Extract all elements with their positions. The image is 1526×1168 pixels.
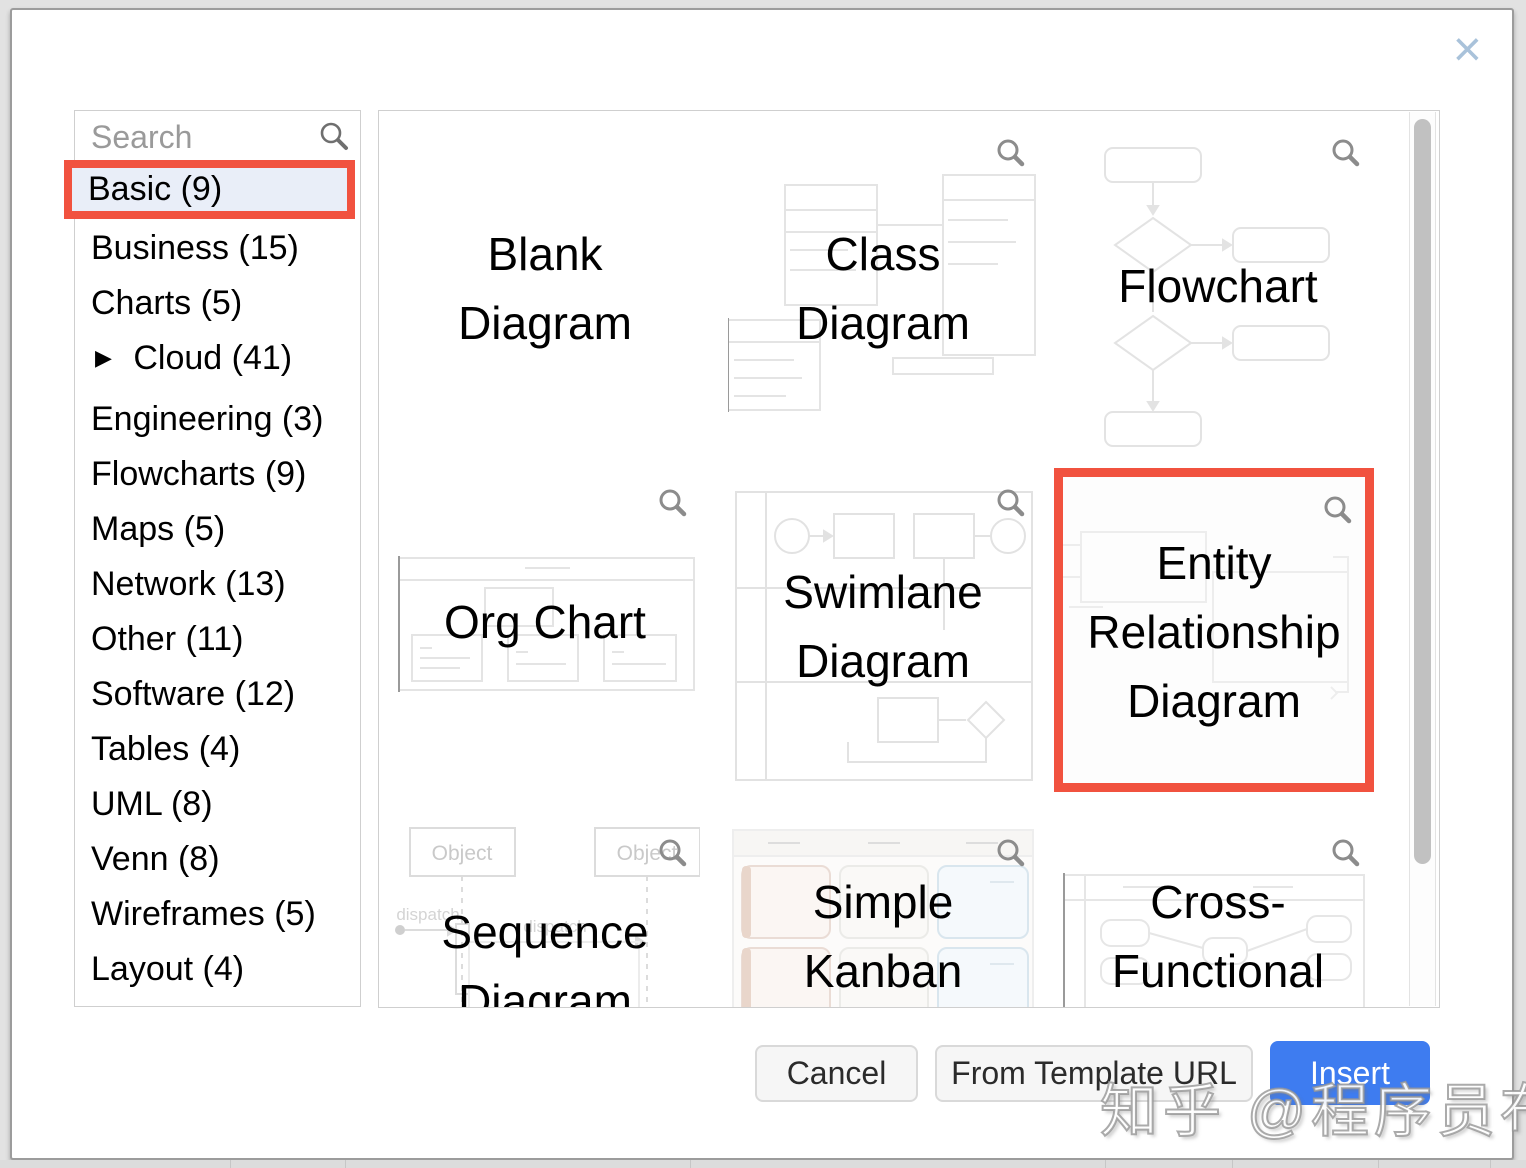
cancel-button[interactable]: Cancel bbox=[755, 1045, 918, 1102]
sidebar-item-label: Wireframes (5) bbox=[91, 895, 316, 933]
magnifier-icon[interactable] bbox=[1321, 493, 1355, 527]
magnifier-icon[interactable] bbox=[994, 486, 1028, 520]
template-title: Simple Kanban Board bbox=[803, 876, 963, 997]
template-tile-cross-functional-flowchart[interactable]: Cross-Functional Flowchart bbox=[1063, 820, 1373, 1007]
sidebar-item-label: Basic (9) bbox=[88, 170, 223, 208]
category-list: Business (15) Charts (5) ▶ Cloud (41) En… bbox=[75, 221, 360, 997]
template-tile-blank-diagram[interactable]: Blank Diagram bbox=[390, 120, 700, 450]
template-tile-swimlane-diagram[interactable]: Swimlane Diagram bbox=[728, 470, 1038, 800]
selected-category-highlight: Basic (9) bbox=[64, 160, 355, 219]
magnifier-icon[interactable] bbox=[994, 836, 1028, 870]
close-icon[interactable]: × bbox=[1452, 21, 1482, 77]
sidebar-item-flowcharts[interactable]: Flowcharts (9) bbox=[75, 447, 360, 502]
template-tile-sequence-diagram[interactable]: Object Object dispatch dispatch Sequence… bbox=[390, 820, 700, 1008]
template-grid-panel: Blank Diagram bbox=[378, 110, 1440, 1008]
sidebar-item-label: Software (12) bbox=[91, 675, 296, 713]
template-tile-class-diagram[interactable]: Class Diagram bbox=[728, 120, 1038, 450]
sidebar-item-maps[interactable]: Maps (5) bbox=[75, 502, 360, 557]
swimlane-thumbnail bbox=[735, 491, 1033, 781]
search-input[interactable] bbox=[89, 117, 313, 157]
sidebar-item-engineering[interactable]: Engineering (3) bbox=[75, 392, 360, 447]
chevron-right-icon[interactable]: ▶ bbox=[95, 345, 112, 370]
cross-functional-thumbnail bbox=[1063, 873, 1365, 1007]
sidebar-item-label: Engineering (3) bbox=[91, 400, 324, 438]
sidebar-item-label: Layout (4) bbox=[91, 950, 245, 988]
sidebar-item-network[interactable]: Network (13) bbox=[75, 557, 360, 612]
template-title: Class Diagram bbox=[796, 228, 970, 349]
sidebar-item-layout[interactable]: Layout (4) bbox=[75, 942, 360, 997]
kanban-thumbnail bbox=[732, 829, 1034, 1007]
sidebar-item-basic[interactable]: Basic (9) bbox=[72, 168, 347, 211]
sidebar-item-label: Flowcharts (9) bbox=[91, 455, 307, 493]
search-row bbox=[75, 111, 360, 160]
template-grid-scrollbar[interactable] bbox=[1409, 112, 1436, 1006]
from-template-url-button[interactable]: From Template URL bbox=[935, 1045, 1253, 1102]
thumb-object-left-label: Object bbox=[432, 842, 493, 865]
template-tile-flowchart[interactable]: Flowchart bbox=[1063, 120, 1373, 450]
template-tile-simple-kanban-board[interactable]: Simple Kanban Board bbox=[728, 820, 1038, 1007]
thumb-dispatch-label: dispatch bbox=[396, 905, 459, 924]
template-tile-entity-relationship-diagram[interactable]: Entity Relationship Diagram bbox=[1054, 468, 1374, 792]
sidebar-item-label: Business (15) bbox=[91, 229, 299, 267]
magnifier-icon[interactable] bbox=[1329, 136, 1363, 170]
scrollbar-thumb[interactable] bbox=[1414, 119, 1431, 864]
org-chart-thumbnail bbox=[398, 556, 695, 692]
insert-button[interactable]: Insert bbox=[1270, 1041, 1430, 1105]
flowchart-thumbnail bbox=[1104, 147, 1330, 447]
template-title: Entity Relationship Diagram bbox=[1087, 537, 1341, 727]
magnifier-icon[interactable] bbox=[994, 136, 1028, 170]
sidebar-item-label: Cloud (41) bbox=[133, 339, 293, 377]
background-app-edge bbox=[0, 1160, 1526, 1168]
template-title: Blank Diagram bbox=[458, 228, 632, 349]
template-title: Org Chart bbox=[444, 596, 646, 648]
sidebar-item-other[interactable]: Other (11) bbox=[75, 612, 360, 667]
sidebar-item-wireframes[interactable]: Wireframes (5) bbox=[75, 887, 360, 942]
sidebar-item-software[interactable]: Software (12) bbox=[75, 667, 360, 722]
class-diagram-thumbnail bbox=[728, 174, 1036, 412]
sidebar-item-business[interactable]: Business (15) bbox=[75, 221, 360, 276]
sidebar-item-label: Charts (5) bbox=[91, 284, 243, 322]
sidebar-item-tables[interactable]: Tables (4) bbox=[75, 722, 360, 777]
sidebar-item-label: Other (11) bbox=[91, 620, 244, 658]
erd-thumbnail bbox=[1063, 531, 1349, 700]
category-sidebar: Basic (9) Business (15) Charts (5) ▶ Clo… bbox=[64, 110, 361, 1007]
thumb-dispatch-label: dispatch bbox=[523, 917, 586, 936]
template-title: Cross-Functional Flowchart bbox=[1111, 876, 1325, 997]
template-tile-org-chart[interactable]: Org Chart bbox=[390, 470, 700, 800]
magnifier-icon[interactable] bbox=[1329, 836, 1363, 870]
template-dialog: × Basic (9) Business (15) Charts (5) ▶ bbox=[10, 8, 1514, 1160]
template-title: Flowchart bbox=[1118, 260, 1318, 312]
template-title: Swimlane Diagram bbox=[783, 566, 983, 687]
magnifier-icon[interactable] bbox=[656, 836, 690, 870]
template-title: Sequence Diagram bbox=[441, 906, 649, 1008]
sidebar-item-uml[interactable]: UML (8) bbox=[75, 777, 360, 832]
sidebar-item-charts[interactable]: Charts (5) bbox=[75, 276, 360, 331]
sidebar-item-cloud[interactable]: ▶ Cloud (41) bbox=[75, 331, 360, 386]
sidebar-item-label: Network (13) bbox=[91, 565, 286, 603]
sidebar-item-label: Tables (4) bbox=[91, 730, 241, 768]
sidebar-item-venn[interactable]: Venn (8) bbox=[75, 832, 360, 887]
sidebar-item-label: Maps (5) bbox=[91, 510, 226, 548]
sidebar-item-label: Venn (8) bbox=[91, 840, 220, 878]
search-icon bbox=[320, 122, 348, 150]
magnifier-icon[interactable] bbox=[656, 486, 690, 520]
sidebar-item-label: UML (8) bbox=[91, 785, 213, 823]
